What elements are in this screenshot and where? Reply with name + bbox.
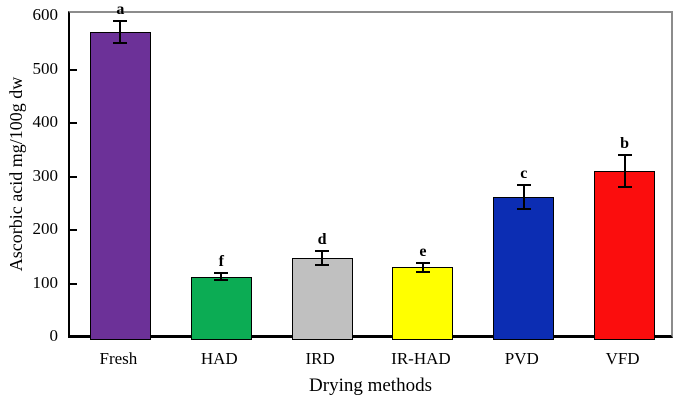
error-bar-cap xyxy=(315,264,330,267)
error-bar xyxy=(421,262,424,273)
error-bar xyxy=(522,185,525,209)
x-tick-label-ir-had: IR-HAD xyxy=(391,349,451,368)
significance-letter: b xyxy=(620,135,630,153)
y-tick-label: 200 xyxy=(32,219,59,238)
significance-letter: a xyxy=(116,1,125,19)
error-bar-cap xyxy=(113,20,128,23)
error-bar-cap xyxy=(516,207,531,210)
error-bar-cap xyxy=(415,271,430,274)
plot-area: a f d e c b xyxy=(68,2,673,340)
bar-vfd xyxy=(594,171,656,340)
error-bar-cap xyxy=(617,154,632,157)
error-bar xyxy=(321,251,324,266)
y-tick-label: 100 xyxy=(32,272,59,292)
error-bar-cap xyxy=(617,186,632,189)
significance-letter: c xyxy=(520,165,528,183)
significance-letter: d xyxy=(317,231,327,249)
bar-pvd xyxy=(493,196,555,340)
x-tick-label-pvd: PVD xyxy=(504,349,539,368)
error-bar-cap xyxy=(415,261,430,264)
error-bar-cap xyxy=(214,271,229,274)
y-tick-label: 300 xyxy=(32,165,59,185)
error-bar-cap xyxy=(214,279,229,282)
y-axis-tick xyxy=(70,229,77,231)
significance-letter: f xyxy=(218,252,224,270)
bar-ir-had xyxy=(392,267,454,340)
y-tick-label: 0 xyxy=(49,326,59,345)
error-bar-cap xyxy=(113,41,128,44)
error-bar-cap xyxy=(315,250,330,253)
y-axis-tick xyxy=(70,122,77,124)
x-tick-label-fresh: Fresh xyxy=(99,349,138,368)
bar-fresh xyxy=(89,32,151,340)
error-bar xyxy=(623,155,626,188)
error-bar xyxy=(220,272,223,281)
y-tick-label: 600 xyxy=(32,5,59,24)
x-axis-title: Drying methods xyxy=(309,375,432,396)
error-bar xyxy=(119,21,122,43)
y-axis-tick xyxy=(70,282,77,285)
significance-letter: e xyxy=(419,242,427,260)
y-tick-label: 500 xyxy=(32,58,59,78)
bar-ird xyxy=(291,258,353,340)
y-axis-tick xyxy=(70,175,77,178)
y-tick-label: 400 xyxy=(32,112,59,131)
bar-had xyxy=(190,276,252,340)
x-tick-label-ird: IRD xyxy=(305,349,335,368)
x-tick-label-vfd: VFD xyxy=(605,349,640,368)
x-tick-label-had: HAD xyxy=(200,349,238,368)
error-bar-cap xyxy=(516,184,531,187)
y-axis-tick xyxy=(70,68,77,71)
